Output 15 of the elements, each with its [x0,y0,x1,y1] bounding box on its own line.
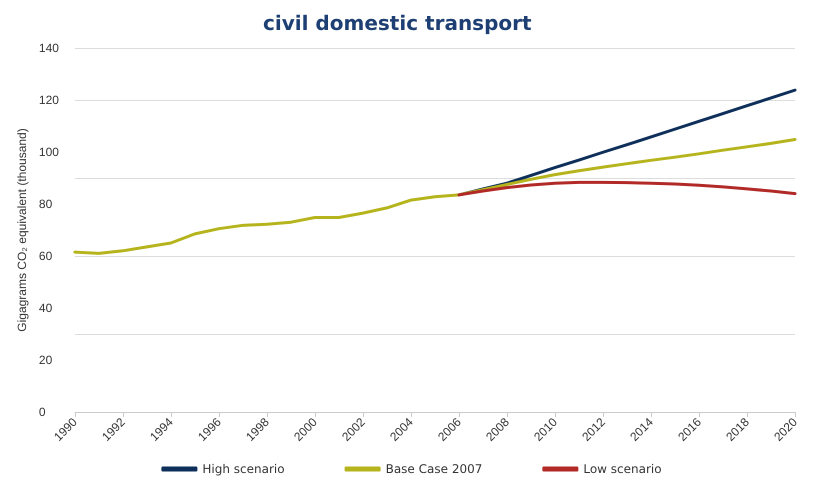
y-axis-title: Gigagrams CO₂ equivalent (thousand) [15,128,29,332]
legend-label: Low scenario [583,462,662,476]
y-tick-label: 20 [38,353,53,367]
y-tick-label: 120 [38,93,60,107]
y-tick-label: 80 [38,197,53,211]
line-series [457,180,796,196]
legend-label: High scenario [202,462,285,476]
y-tick-label: 0 [38,405,46,419]
y-tick-label: 100 [38,145,60,159]
line-series [73,138,796,255]
y-tick-label: 140 [38,41,60,55]
chart-title: civil domestic transport [263,11,532,35]
y-tick-label: 40 [38,301,53,315]
y-tick-label: 60 [38,249,53,263]
legend-label: Base Case 2007 [386,462,482,476]
